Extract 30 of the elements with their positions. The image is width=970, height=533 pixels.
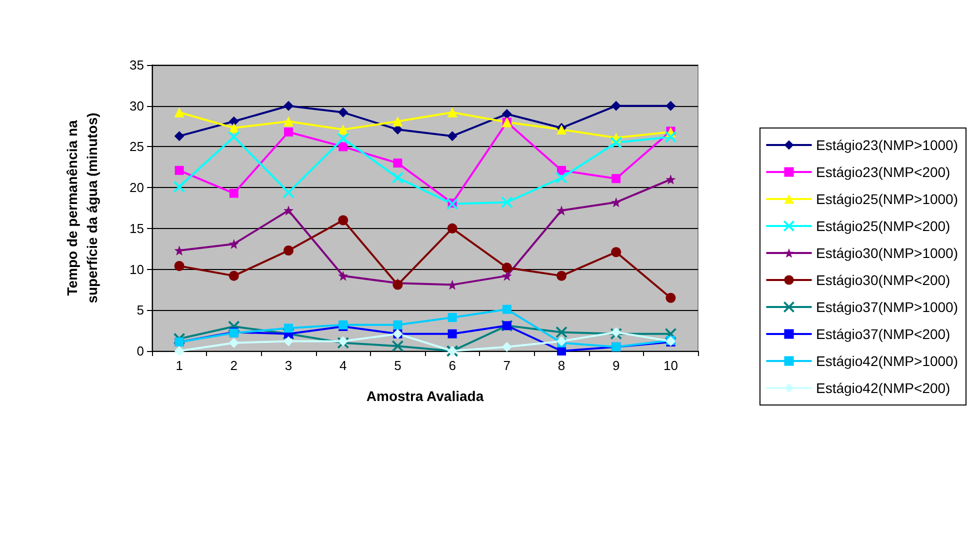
legend-label: Estágio42(NMP<200) [816, 380, 950, 396]
x-tick-label: 2 [230, 358, 238, 373]
legend-label: Estágio37(NMP>1000) [816, 299, 958, 315]
y-axis-title: Tempo de permanência na superfície da água (minutos) [64, 112, 100, 304]
legend-label: Estágio37(NMP<200) [816, 326, 950, 342]
y-tick-label: 20 [130, 180, 144, 196]
x-tick-label: 4 [339, 358, 347, 373]
x-tick-label: 6 [448, 358, 456, 373]
legend-label: Estágio30(NMP<200) [816, 272, 950, 288]
legend-label: Estágio30(NMP>1000) [816, 245, 958, 261]
x-tick-label: 9 [612, 358, 620, 373]
y-tick-label: 15 [130, 220, 144, 236]
x-axis-title: Amostra Avaliada [366, 388, 484, 404]
y-tick-label: 10 [130, 262, 144, 277]
x-tick-label: 7 [503, 358, 511, 373]
x-tick-label: 3 [284, 358, 292, 373]
y-tick-label: 0 [136, 344, 144, 358]
x-tick-label: 5 [394, 358, 402, 373]
y-tick-label: 25 [130, 139, 144, 154]
x-tick-label: 8 [558, 358, 566, 373]
legend-label: Estágio25(NMP<200) [816, 218, 950, 234]
x-tick-label: 1 [176, 358, 183, 373]
x-tick-label: 10 [663, 358, 678, 373]
legend-label: Estágio23(NMP>1000) [816, 137, 958, 153]
legend-label: Estágio23(NMP<200) [816, 164, 950, 180]
legend-label: Estágio25(NMP>1000) [816, 191, 958, 207]
y-tick-label: 30 [130, 98, 144, 114]
legend-label: Estágio42(NMP>1000) [816, 353, 958, 369]
y-tick-label: 35 [130, 58, 144, 72]
y-tick-label: 5 [136, 302, 144, 318]
